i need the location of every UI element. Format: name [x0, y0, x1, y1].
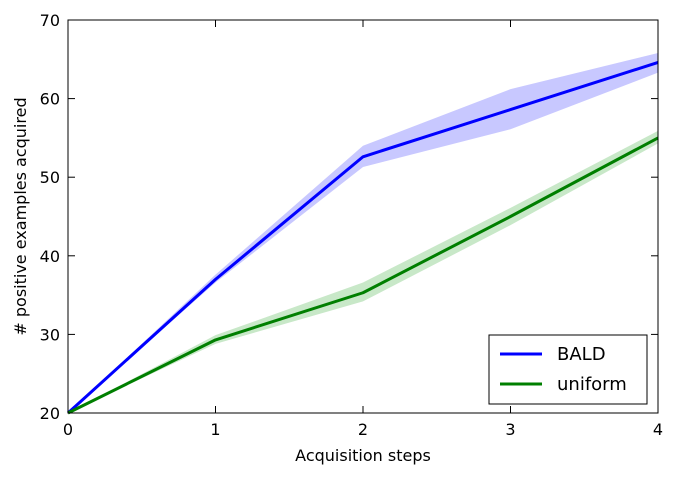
- x-tick-label: 1: [210, 420, 220, 439]
- series-line-bald: [66, 61, 659, 415]
- legend-bald-label: BALD: [557, 344, 606, 365]
- confidence-bands: [68, 53, 658, 414]
- legend-box: [488, 334, 648, 405]
- y-tick-label: 50: [40, 168, 60, 187]
- axis-ticks: [67, 19, 659, 414]
- band-bald: [68, 53, 658, 414]
- band-uniform: [68, 130, 658, 414]
- y-tick-label: 60: [40, 90, 60, 109]
- y-tick-label: 70: [40, 11, 60, 30]
- x-tick-label: 3: [505, 420, 515, 439]
- x-axis-label: Acquisition steps: [295, 446, 431, 465]
- legend-uniform-label: uniform: [557, 374, 627, 395]
- y-axis-label: # positive examples acquired: [11, 97, 30, 335]
- x-tick-label: 2: [358, 420, 368, 439]
- series-lines: [66, 61, 659, 415]
- series-line-uniform: [67, 136, 659, 415]
- y-tick-label: 40: [40, 247, 60, 266]
- y-tick-label: 30: [40, 325, 60, 344]
- x-tick-label: 4: [653, 420, 663, 439]
- y-tick-label: 20: [40, 404, 60, 423]
- x-tick-label: 0: [63, 420, 73, 439]
- axis-tick-labels: 0 1 2 3 4 20 30 40 50 60 70: [40, 11, 663, 439]
- legend: BALD uniform: [488, 334, 648, 405]
